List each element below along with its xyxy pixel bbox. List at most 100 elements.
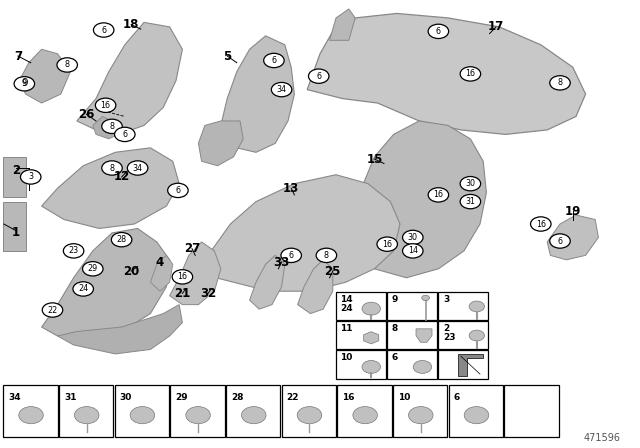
Text: 16: 16 <box>465 69 476 78</box>
Circle shape <box>168 183 188 198</box>
Text: 21: 21 <box>174 287 191 300</box>
Circle shape <box>74 407 99 424</box>
Text: 17: 17 <box>488 20 504 34</box>
Polygon shape <box>3 202 26 251</box>
Text: 22: 22 <box>287 393 300 402</box>
Bar <box>59 385 113 437</box>
Text: 29: 29 <box>88 264 98 273</box>
Bar <box>393 385 447 437</box>
Circle shape <box>73 282 93 296</box>
Circle shape <box>102 161 122 175</box>
Circle shape <box>460 194 481 209</box>
Polygon shape <box>58 305 182 354</box>
Text: 10: 10 <box>340 353 353 362</box>
Polygon shape <box>93 116 118 139</box>
Text: 31: 31 <box>64 393 77 402</box>
Bar <box>387 292 437 320</box>
Text: 3: 3 <box>443 295 449 304</box>
Text: 27: 27 <box>184 242 200 255</box>
Polygon shape <box>547 215 598 260</box>
Text: 7: 7 <box>14 49 22 63</box>
Text: 29: 29 <box>175 393 188 402</box>
Circle shape <box>308 69 329 83</box>
Text: 28: 28 <box>231 393 244 402</box>
Text: 9: 9 <box>21 78 28 88</box>
Polygon shape <box>198 121 243 166</box>
Text: 15: 15 <box>366 152 383 166</box>
Text: 6: 6 <box>557 237 563 246</box>
Circle shape <box>271 82 292 97</box>
Text: 9: 9 <box>392 295 398 304</box>
Bar <box>336 321 386 349</box>
Text: 34: 34 <box>276 85 287 94</box>
Bar <box>337 385 392 437</box>
Text: 28: 28 <box>116 235 127 244</box>
Text: 14: 14 <box>340 295 353 304</box>
Circle shape <box>353 407 378 424</box>
Text: 6: 6 <box>316 72 321 81</box>
Text: 6: 6 <box>289 251 294 260</box>
Polygon shape <box>198 175 400 291</box>
Polygon shape <box>416 329 432 342</box>
Text: 8: 8 <box>65 60 70 69</box>
Text: 8: 8 <box>557 78 563 87</box>
Circle shape <box>464 407 489 424</box>
Circle shape <box>115 127 135 142</box>
Text: 23: 23 <box>443 333 456 342</box>
Circle shape <box>95 98 116 112</box>
Circle shape <box>550 76 570 90</box>
Circle shape <box>42 303 63 317</box>
Text: 13: 13 <box>283 181 300 195</box>
Bar <box>387 350 437 379</box>
Polygon shape <box>19 49 70 103</box>
Polygon shape <box>150 255 173 291</box>
Polygon shape <box>349 121 486 278</box>
Text: 25: 25 <box>324 264 341 278</box>
Bar <box>336 292 386 320</box>
Circle shape <box>428 24 449 39</box>
Bar <box>170 385 225 437</box>
Circle shape <box>428 188 449 202</box>
Text: 6: 6 <box>436 27 441 36</box>
Circle shape <box>127 161 148 175</box>
Text: 6: 6 <box>271 56 276 65</box>
Circle shape <box>111 233 132 247</box>
Bar <box>336 350 386 379</box>
Circle shape <box>362 302 380 315</box>
Text: 6: 6 <box>392 353 398 362</box>
Circle shape <box>241 407 266 424</box>
Bar <box>115 385 169 437</box>
Text: 6: 6 <box>454 393 460 402</box>
Circle shape <box>469 330 484 341</box>
Text: 22: 22 <box>47 306 58 314</box>
Circle shape <box>460 177 481 191</box>
Text: 2: 2 <box>12 164 20 177</box>
Text: 4: 4 <box>156 255 164 269</box>
Polygon shape <box>3 157 26 197</box>
Polygon shape <box>364 332 379 344</box>
Circle shape <box>316 248 337 263</box>
Circle shape <box>130 407 155 424</box>
Circle shape <box>403 230 423 245</box>
Text: 16: 16 <box>342 393 355 402</box>
Circle shape <box>362 361 380 373</box>
Text: 18: 18 <box>123 18 140 31</box>
Circle shape <box>264 53 284 68</box>
Circle shape <box>422 295 429 301</box>
Text: 16: 16 <box>536 220 546 228</box>
Text: 23: 23 <box>68 246 79 255</box>
Circle shape <box>93 23 114 37</box>
Polygon shape <box>42 148 179 228</box>
Text: 14: 14 <box>408 246 418 255</box>
Text: 19: 19 <box>564 205 581 218</box>
Text: 6: 6 <box>175 186 180 195</box>
Circle shape <box>413 361 431 373</box>
Polygon shape <box>170 242 221 305</box>
Text: 8: 8 <box>392 324 398 333</box>
Polygon shape <box>250 255 285 309</box>
Circle shape <box>102 119 122 134</box>
Text: 24: 24 <box>78 284 88 293</box>
Text: 31: 31 <box>465 197 476 206</box>
Polygon shape <box>221 36 294 152</box>
Polygon shape <box>330 9 355 40</box>
